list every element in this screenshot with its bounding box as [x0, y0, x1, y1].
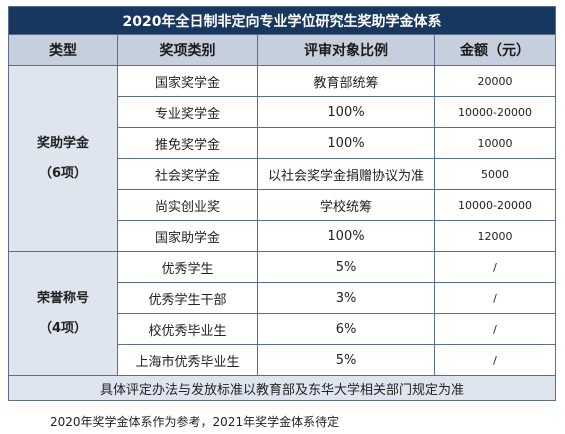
header-ratio: 评审对象比例 — [257, 34, 435, 66]
table-row: 国家助学金 100% 12000 — [9, 220, 557, 252]
ratio-cell: 以社会奖学金捐赠协议为准 — [257, 158, 435, 190]
award-cell: 优秀学生 — [117, 251, 258, 283]
amount-cell: / — [433, 251, 557, 283]
table-row: 荣誉称号 （4项） 优秀学生 5% / — [8, 251, 557, 376]
footnote: 2020年奖学金体系作为参考，2021年奖学金体系待定 — [50, 415, 340, 429]
award-cell: 推免奖学金 — [117, 127, 258, 159]
category-count: （4项） — [38, 320, 88, 336]
ratio-cell: 教育部统筹 — [257, 65, 435, 97]
award-cell: 上海市优秀毕业生 — [117, 344, 258, 376]
award-cell: 尚实创业奖 — [117, 189, 258, 221]
amount-cell: 10000-20000 — [433, 189, 557, 221]
table-row: 专业奖学金 100% 10000-20000 — [9, 96, 557, 128]
category-name: 荣誉称号 — [36, 290, 89, 306]
table-title: 2020年全日制非定向专业学位研究生奖助学金体系 — [7, 6, 557, 35]
amount-cell: 10000 — [433, 127, 557, 159]
category-cell: 荣誉称号 （4项） — [8, 251, 118, 376]
table-footer: 具体评定办法与发放标准以教育部及东华大学相关部门规定为准 — [7, 375, 557, 401]
table-row: 奖助学金 （6项） 国家奖学金 教育部统筹 20000 — [8, 65, 557, 252]
ratio-cell: 5% — [257, 251, 435, 283]
ratio-cell: 3% — [257, 282, 435, 314]
award-cell: 国家奖学金 — [117, 65, 258, 97]
table-row: 上海市优秀毕业生 5% / — [9, 344, 557, 376]
ratio-cell: 6% — [257, 313, 435, 345]
header-award: 奖项类别 — [117, 34, 258, 66]
amount-cell: / — [433, 282, 557, 314]
amount-cell: / — [433, 344, 557, 376]
amount-cell: / — [433, 313, 557, 345]
scholarship-table-container: 2020年全日制非定向专业学位研究生奖助学金体系 类型 奖项类别 评审对象比例 … — [7, 6, 557, 401]
table-row: 社会奖学金 以社会奖学金捐赠协议为准 5000 — [9, 158, 557, 190]
ratio-cell: 学校统筹 — [257, 189, 435, 221]
ratio-cell: 5% — [257, 344, 435, 376]
award-cell: 专业奖学金 — [117, 96, 258, 128]
category-name: 奖助学金 — [36, 135, 89, 151]
amount-cell: 5000 — [433, 158, 557, 190]
category-count: （6项） — [38, 165, 88, 181]
ratio-cell: 100% — [257, 220, 435, 252]
ratio-cell: 100% — [257, 127, 435, 159]
award-cell: 社会奖学金 — [117, 158, 258, 190]
table-row: 推免奖学金 100% 10000 — [9, 127, 557, 159]
header-type: 类型 — [8, 34, 118, 66]
award-cell: 优秀学生干部 — [117, 282, 258, 314]
header-amount: 金额（元） — [433, 34, 557, 66]
category-cell: 奖助学金 （6项） — [8, 65, 118, 252]
table-row: 尚实创业奖 学校统筹 10000-20000 — [9, 189, 557, 221]
award-cell: 校优秀毕业生 — [117, 313, 258, 345]
amount-cell: 20000 — [433, 65, 557, 97]
table-row: 校优秀毕业生 6% / — [9, 313, 557, 345]
award-cell: 国家助学金 — [117, 220, 258, 252]
amount-cell: 12000 — [433, 220, 557, 252]
ratio-cell: 100% — [257, 96, 435, 128]
amount-cell: 10000-20000 — [433, 96, 557, 128]
scholarship-table: 2020年全日制非定向专业学位研究生奖助学金体系 类型 奖项类别 评审对象比例 … — [7, 6, 557, 401]
